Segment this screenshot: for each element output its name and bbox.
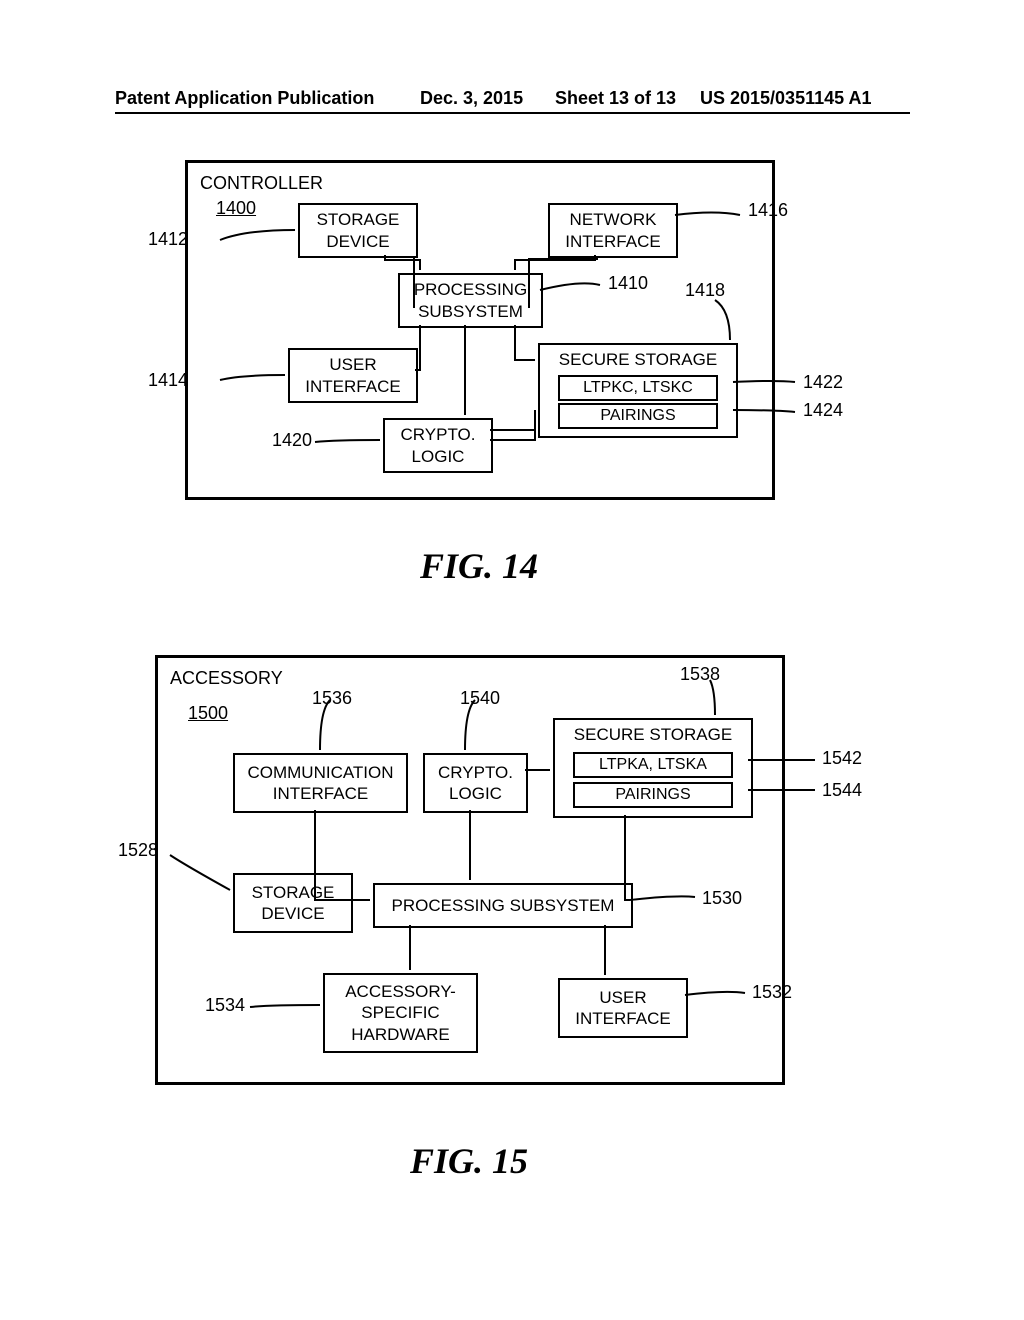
header-rule — [115, 112, 910, 114]
ref-1536: 1536 — [312, 688, 352, 709]
ref-1532: 1532 — [752, 982, 792, 1003]
ref-1538: 1538 — [680, 664, 720, 685]
ref-1530: 1530 — [702, 888, 742, 909]
fig14-caption: FIG. 14 — [420, 545, 538, 587]
ref-1420: 1420 — [272, 430, 312, 451]
ref-1416: 1416 — [748, 200, 788, 221]
header-date: Dec. 3, 2015 — [420, 88, 523, 109]
ref-1544: 1544 — [822, 780, 862, 801]
ref-1410: 1410 — [608, 273, 648, 294]
ref-1418: 1418 — [685, 280, 725, 301]
fig15-caption: FIG. 15 — [410, 1140, 528, 1182]
ref-1540: 1540 — [460, 688, 500, 709]
ref-1424: 1424 — [803, 400, 843, 421]
ref-1414: 1414 — [148, 370, 188, 391]
ref-1534: 1534 — [205, 995, 245, 1016]
header-publication: Patent Application Publication — [115, 88, 374, 109]
ref-1528: 1528 — [118, 840, 158, 861]
header-sheet: Sheet 13 of 13 — [555, 88, 676, 109]
ref-1422: 1422 — [803, 372, 843, 393]
header-pubno: US 2015/0351145 A1 — [700, 88, 871, 109]
ref-1412: 1412 — [148, 229, 188, 250]
fig15-wires — [155, 655, 915, 1115]
ref-1542: 1542 — [822, 748, 862, 769]
page: Patent Application Publication Dec. 3, 2… — [0, 0, 1024, 1320]
